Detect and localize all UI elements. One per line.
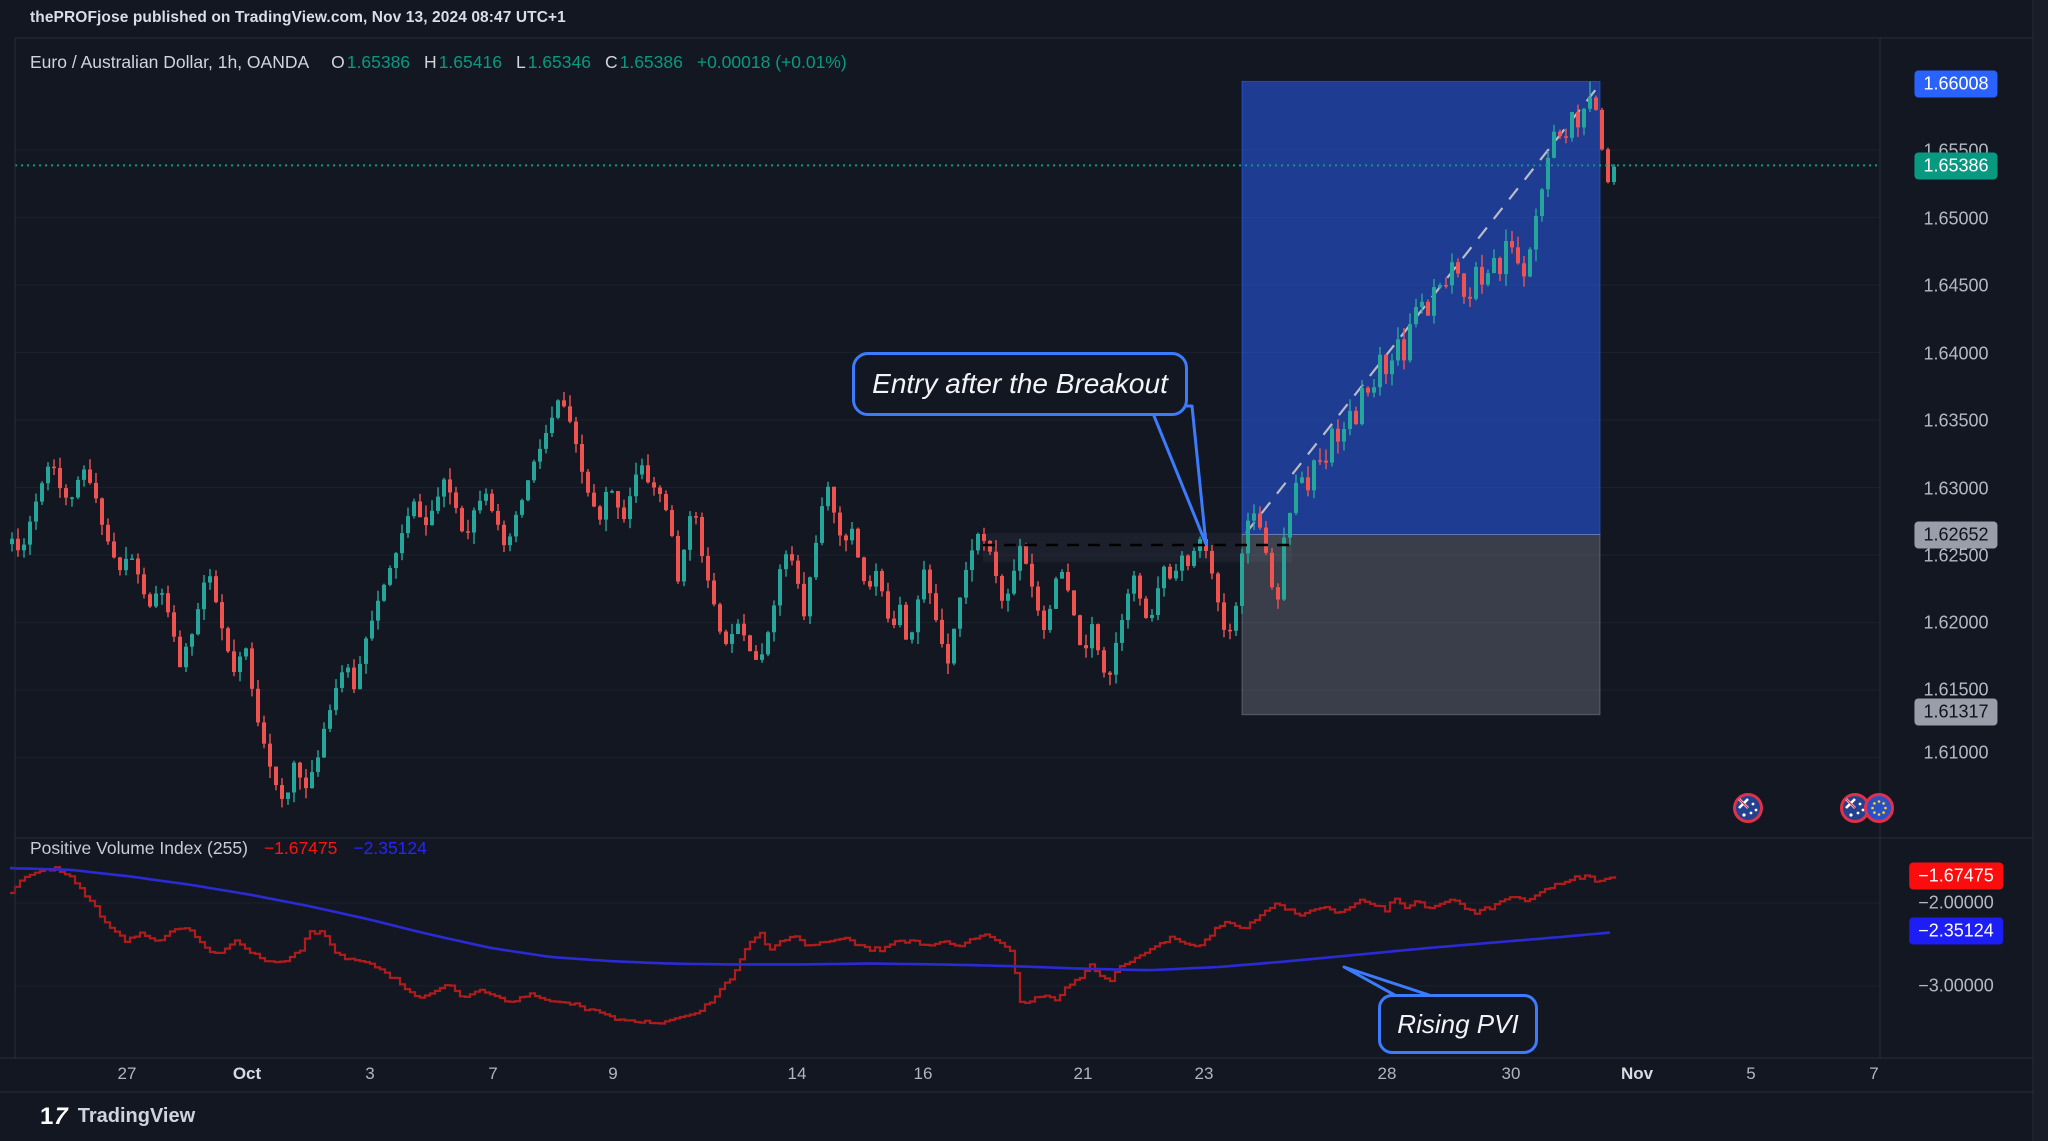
price-tick-label: 1.62000 (1923, 612, 1989, 633)
price-tick-label: 1.65000 (1923, 208, 1989, 229)
time-axis-label: 16 (913, 1064, 933, 1083)
time-axis-label: 21 (1073, 1064, 1093, 1083)
time-axis-label: 23 (1194, 1064, 1214, 1083)
time-axis-label: 28 (1377, 1064, 1397, 1083)
price-tick-label: 1.62500 (1923, 545, 1989, 566)
low-label: L (515, 52, 526, 72)
time-axis-label: 9 (608, 1064, 618, 1083)
pvi-tick-label: −2.00000 (1918, 892, 1994, 913)
close-value: 1.65386 (619, 52, 683, 72)
low-value: 1.65346 (527, 52, 591, 72)
entry-callout[interactable]: Entry after the Breakout (852, 352, 1188, 416)
time-axis-label: 30 (1501, 1064, 1521, 1083)
price-tick-label: 1.61000 (1923, 742, 1989, 763)
rising-pvi-callout[interactable]: Rising PVI (1378, 994, 1538, 1054)
time-axis-label: 5 (1746, 1064, 1756, 1083)
price-tick-label: 1.64000 (1923, 343, 1989, 364)
right-edge-strip (2034, 0, 2048, 1141)
last-price-badge: 1.65386 (1914, 152, 1998, 180)
time-axis-label: 3 (365, 1064, 375, 1083)
close-label: C (604, 52, 618, 72)
rising-pvi-callout-text: Rising PVI (1397, 1008, 1519, 1039)
entry-price-badge: 1.62652 (1914, 521, 1998, 549)
time-axis-label: Nov (1620, 1064, 1654, 1083)
price-tick-label: 1.61500 (1923, 679, 1989, 700)
price-tick-label: 1.63500 (1923, 410, 1989, 431)
indicator-pvi-value: −1.67475 (263, 838, 338, 858)
footer-brand[interactable]: TradingView (77, 1105, 196, 1127)
symbol-legend: Euro / Australian Dollar, 1h, OANDA O 1.… (30, 52, 847, 73)
indicator-ema-value: −2.35124 (353, 838, 427, 858)
publish-header: thePROFjose published on TradingView.com… (0, 0, 2048, 36)
time-axis-label: Oct (232, 1064, 262, 1083)
high-value: 1.65416 (438, 52, 502, 72)
target-price-badge: 1.66008 (1914, 70, 1998, 98)
high-label: H (424, 52, 437, 72)
publish-attribution-text: thePROFjose published on TradingView.com… (30, 9, 566, 26)
pvi-value-badge: −1.67475 (1909, 862, 2003, 890)
pvi-ema-value-badge: −2.35124 (1909, 917, 2003, 945)
open-value: 1.65386 (346, 52, 411, 72)
time-axis-label: 7 (488, 1064, 498, 1083)
time-axis-label: 27 (117, 1064, 137, 1083)
entry-callout-text: Entry after the Breakout (872, 368, 1168, 399)
pvi-tick-label: −3.00000 (1918, 975, 1994, 996)
symbol-title: Euro / Australian Dollar, 1h, OANDA (30, 52, 310, 72)
price-tick-label: 1.63000 (1923, 478, 1989, 499)
time-axis-label: 14 (787, 1064, 807, 1083)
indicator-title: Positive Volume Index (255) (30, 838, 248, 858)
stop-price-badge: 1.61317 (1914, 698, 1998, 726)
time-axis-label: 7 (1869, 1064, 1879, 1083)
indicator-legend: Positive Volume Index (255) −1.67475 −2.… (30, 838, 427, 859)
open-label: O (331, 52, 345, 72)
change-value: +0.00018 (+0.01%) (696, 52, 847, 72)
price-tick-label: 1.64500 (1923, 275, 1989, 296)
